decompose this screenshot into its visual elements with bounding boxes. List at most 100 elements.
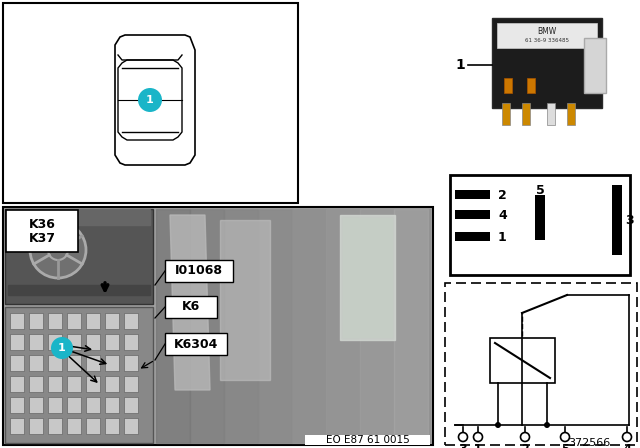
Bar (29, 355, 43, 371)
Bar (165, 296, 217, 318)
Bar (502, 103, 510, 125)
Bar (10, 313, 24, 329)
Bar (105, 313, 119, 329)
Bar (86, 355, 100, 371)
Bar (165, 333, 227, 355)
Bar (3, 207, 433, 445)
Polygon shape (156, 209, 190, 443)
Text: K36: K36 (29, 217, 56, 231)
Bar (497, 23, 597, 48)
Polygon shape (220, 220, 270, 380)
Bar (522, 103, 530, 125)
Bar (29, 397, 43, 413)
Circle shape (623, 432, 632, 441)
Bar (10, 355, 24, 371)
Bar (6, 210, 78, 252)
Text: 3: 3 (625, 214, 634, 227)
Text: 372566: 372566 (568, 438, 610, 448)
Bar (165, 260, 233, 282)
Text: I01068: I01068 (175, 264, 223, 277)
Circle shape (458, 432, 467, 441)
Bar (3, 3, 298, 203)
Polygon shape (326, 209, 360, 443)
Polygon shape (394, 209, 428, 443)
Bar (48, 397, 62, 413)
Text: 4: 4 (623, 444, 631, 448)
Bar (67, 355, 81, 371)
Circle shape (495, 422, 501, 428)
Bar (455, 232, 490, 241)
Polygon shape (8, 285, 150, 295)
Text: 4: 4 (498, 208, 507, 221)
Bar (567, 103, 575, 125)
Text: 1: 1 (146, 95, 154, 105)
Polygon shape (190, 209, 224, 443)
Text: 2: 2 (498, 189, 507, 202)
Text: 2: 2 (521, 444, 529, 448)
Bar (490, 338, 555, 383)
Bar (86, 334, 100, 350)
Polygon shape (118, 60, 182, 140)
Text: K6: K6 (182, 301, 200, 314)
Bar (105, 418, 119, 434)
Text: K37: K37 (29, 232, 56, 245)
Bar (67, 313, 81, 329)
Bar (86, 397, 100, 413)
Text: 61 36-9 336485: 61 36-9 336485 (525, 38, 569, 43)
Bar (455, 210, 490, 219)
Bar (10, 397, 24, 413)
Polygon shape (258, 209, 292, 443)
Bar (124, 313, 138, 329)
Bar (124, 334, 138, 350)
Bar (29, 376, 43, 392)
Bar (584, 38, 606, 93)
Bar (67, 334, 81, 350)
Text: 5: 5 (561, 444, 569, 448)
Polygon shape (115, 35, 195, 165)
Bar (29, 313, 43, 329)
Polygon shape (170, 215, 210, 390)
Circle shape (138, 88, 162, 112)
Text: BMW: BMW (538, 26, 557, 35)
Bar (10, 418, 24, 434)
Bar (156, 209, 431, 443)
Bar (124, 355, 138, 371)
Bar (305, 435, 430, 445)
Circle shape (544, 422, 550, 428)
Text: K6304: K6304 (174, 337, 218, 350)
Circle shape (48, 240, 68, 260)
Bar (527, 78, 535, 93)
Polygon shape (343, 218, 392, 337)
Bar (450, 175, 630, 275)
Bar (124, 397, 138, 413)
Bar (48, 334, 62, 350)
Bar (10, 376, 24, 392)
Circle shape (520, 432, 529, 441)
Polygon shape (360, 209, 394, 443)
Text: 5: 5 (536, 184, 545, 197)
Bar (29, 418, 43, 434)
Bar (67, 376, 81, 392)
Text: EO E87 61 0015: EO E87 61 0015 (326, 435, 410, 445)
Circle shape (30, 222, 86, 278)
Bar (124, 376, 138, 392)
Text: 1: 1 (455, 58, 465, 72)
Bar (10, 334, 24, 350)
Bar (492, 18, 602, 108)
Bar (48, 376, 62, 392)
Bar (67, 397, 81, 413)
Bar (105, 376, 119, 392)
Bar (547, 103, 555, 125)
Polygon shape (8, 209, 150, 225)
Bar (48, 355, 62, 371)
Bar (504, 78, 512, 93)
Bar (445, 283, 637, 445)
Polygon shape (292, 209, 326, 443)
Text: 3: 3 (459, 444, 467, 448)
Bar (48, 313, 62, 329)
Bar (86, 418, 100, 434)
Bar (105, 397, 119, 413)
Circle shape (51, 337, 73, 359)
Circle shape (561, 432, 570, 441)
Text: 1: 1 (498, 231, 507, 244)
